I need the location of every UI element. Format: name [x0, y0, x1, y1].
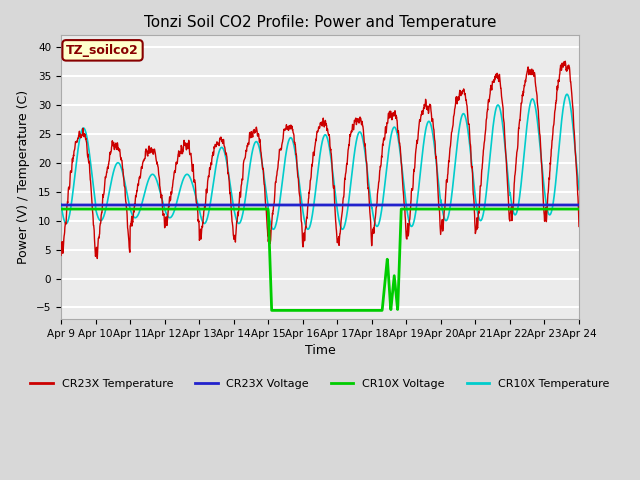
- X-axis label: Time: Time: [305, 344, 335, 357]
- Title: Tonzi Soil CO2 Profile: Power and Temperature: Tonzi Soil CO2 Profile: Power and Temper…: [144, 15, 496, 30]
- Text: TZ_soilco2: TZ_soilco2: [66, 44, 139, 57]
- Y-axis label: Power (V) / Temperature (C): Power (V) / Temperature (C): [17, 90, 30, 264]
- Legend: CR23X Temperature, CR23X Voltage, CR10X Voltage, CR10X Temperature: CR23X Temperature, CR23X Voltage, CR10X …: [26, 374, 614, 393]
